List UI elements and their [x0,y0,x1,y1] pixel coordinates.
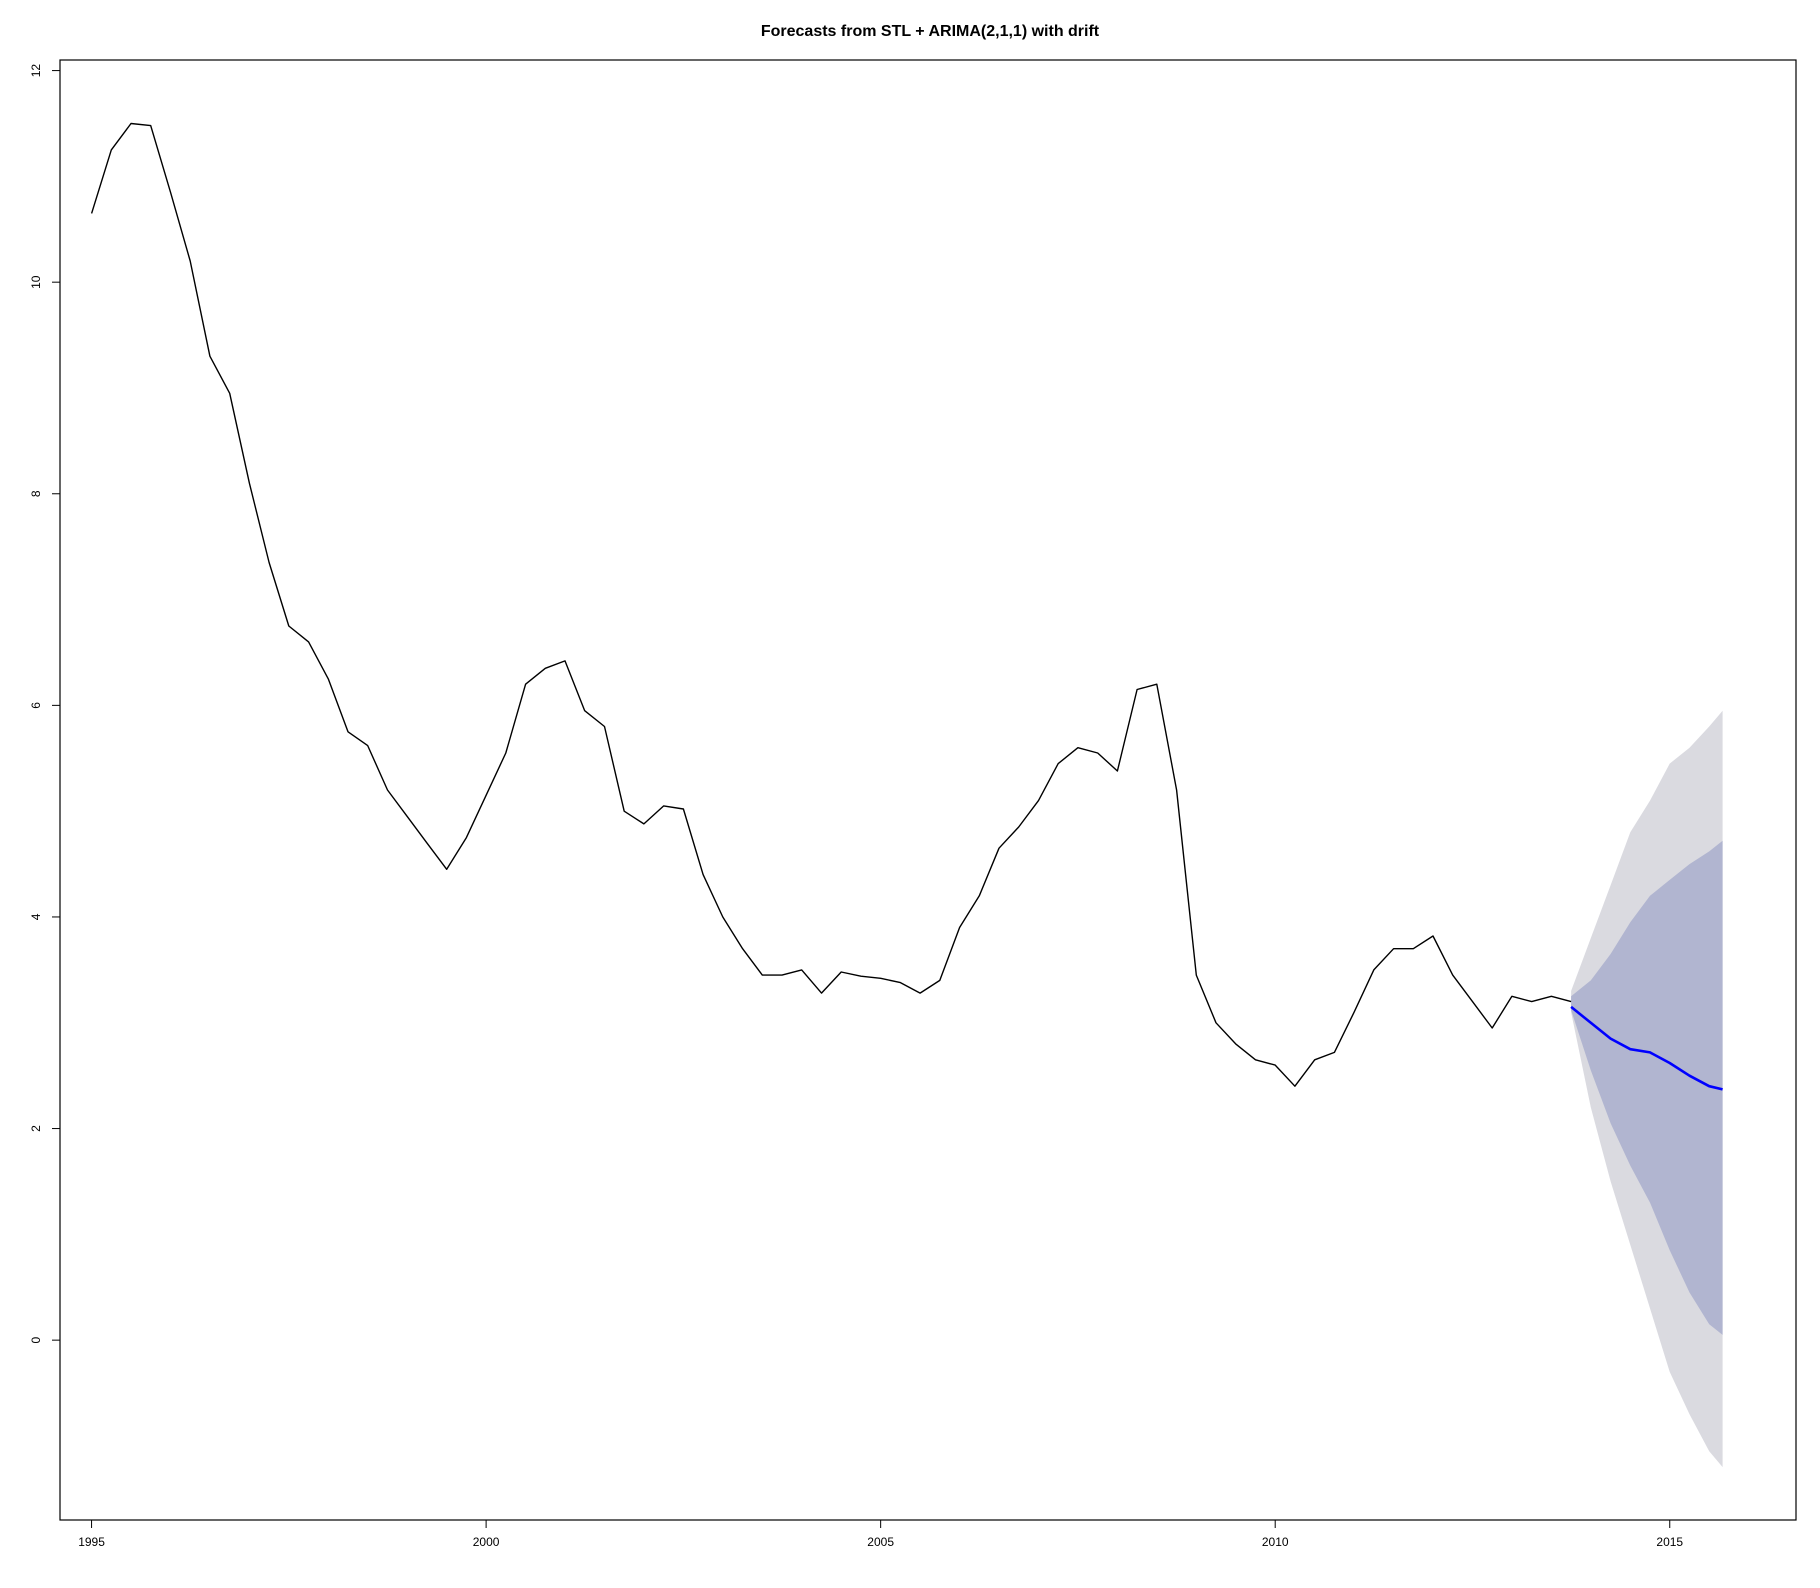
x-tick-label: 1995 [78,1535,105,1549]
x-tick-label: 2005 [867,1535,894,1549]
chart-title: Forecasts from STL + ARIMA(2,1,1) with d… [761,23,1100,40]
x-tick-label: 2015 [1656,1535,1683,1549]
y-tick-label: 2 [29,1125,43,1132]
x-axis: 1995 2000 2005 2010 2015 [78,1520,1683,1549]
y-axis: 0 2 4 6 8 10 12 [29,64,60,1343]
forecast-line [1570,1005,1723,1091]
x-tick-label: 2000 [473,1535,500,1549]
y-tick-label: 0 [29,1336,43,1343]
y-tick-label: 10 [29,275,43,289]
observed-line [90,122,1572,1087]
y-tick-label: 4 [29,913,43,920]
y-tick-label: 8 [29,490,43,497]
x-tick-label: 2010 [1262,1535,1289,1549]
series-lines [90,122,1723,1091]
interval-band-inner [1571,840,1723,1335]
y-tick-label: 6 [29,702,43,709]
plot-frame [59,59,1797,1521]
forecast-intervals [1571,710,1723,1468]
y-tick-label: 12 [29,64,43,78]
